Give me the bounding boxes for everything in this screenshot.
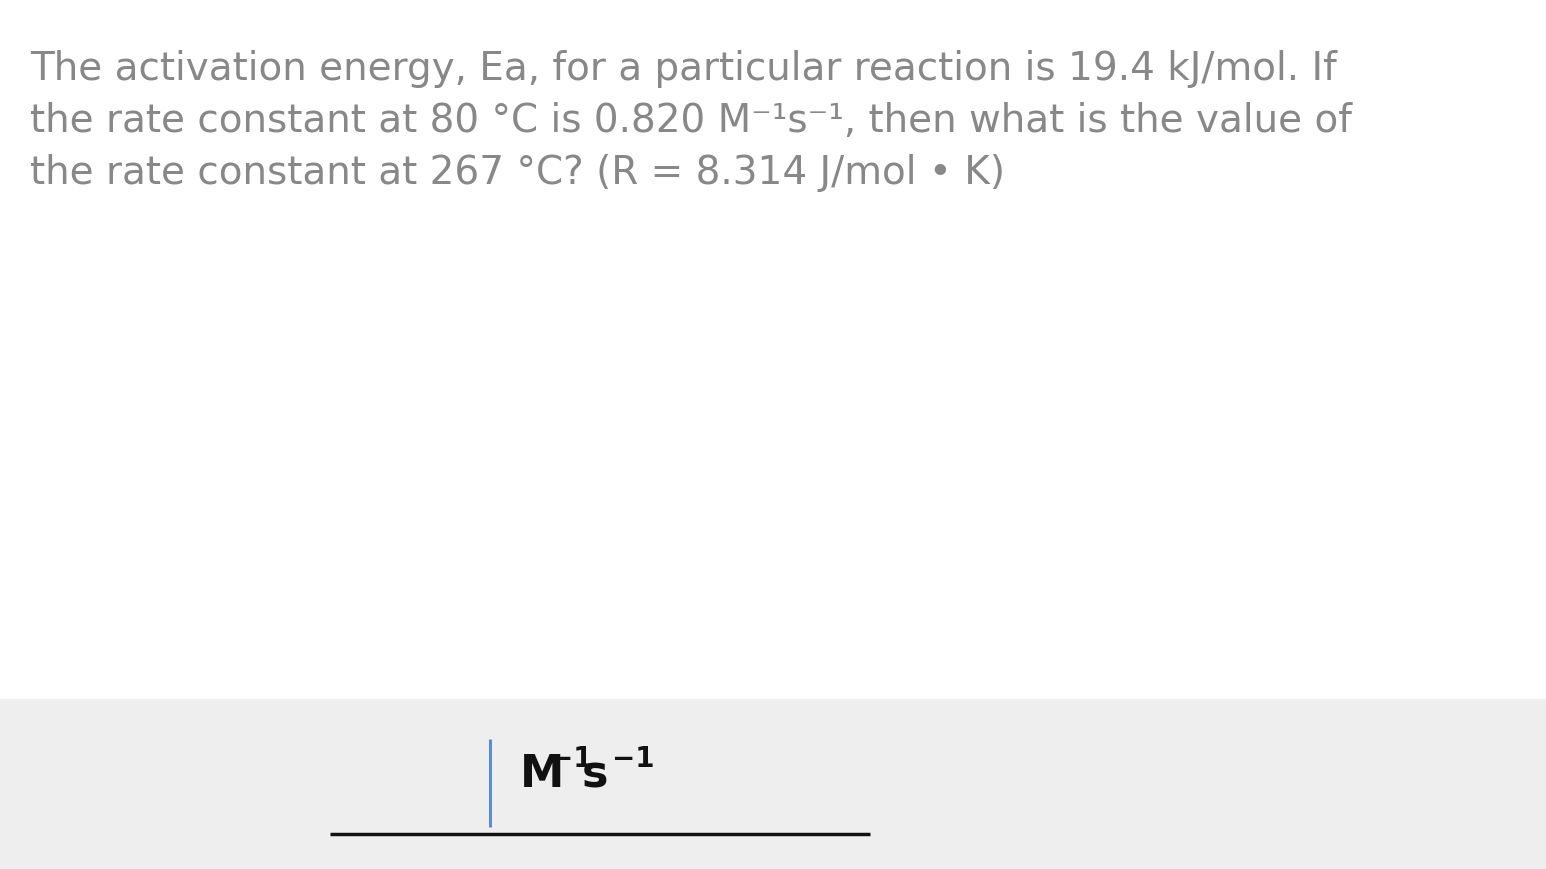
Text: the rate constant at 267 °C? (R = 8.314 J/mol • K): the rate constant at 267 °C? (R = 8.314 … bbox=[29, 154, 1005, 192]
Text: The activation energy, Ea, for a particular reaction is 19.4 kJ/mol. If: The activation energy, Ea, for a particu… bbox=[29, 50, 1337, 88]
Bar bbox=[0, 700, 1546, 869]
Text: −1: −1 bbox=[550, 744, 592, 773]
Text: the rate constant at 80 °C is 0.820 M⁻¹s⁻¹, then what is the value of: the rate constant at 80 °C is 0.820 M⁻¹s… bbox=[29, 102, 1353, 140]
Text: s: s bbox=[581, 753, 609, 796]
Text: −1: −1 bbox=[612, 744, 654, 773]
Text: M: M bbox=[519, 753, 564, 796]
